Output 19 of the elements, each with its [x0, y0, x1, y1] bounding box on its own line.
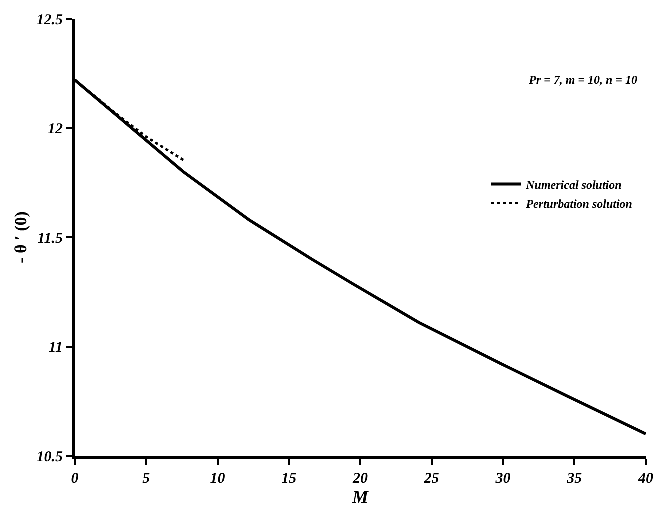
y-tick-label: 12 [48, 122, 64, 138]
legend-label: Numerical solution [525, 178, 622, 192]
y-tick-label: 11.5 [38, 230, 64, 247]
y-axis-title: - θ ′ (0) [11, 212, 30, 264]
x-tick-label: 40 [638, 471, 654, 487]
y-tick-label: 12.5 [36, 12, 64, 28]
y-tick-label: 10.5 [36, 449, 64, 466]
x-tick-label: 15 [282, 471, 298, 487]
x-tick-label: 5 [142, 471, 151, 487]
x-tick-label: 25 [423, 471, 440, 487]
x-tick-label: 20 [352, 471, 368, 487]
x-tick-label: 35 [566, 471, 583, 487]
x-tick-label: 10 [210, 471, 226, 487]
x-tick-label: 30 [494, 471, 512, 487]
y-tick-label: 11 [48, 340, 63, 356]
x-axis-title: M [351, 487, 370, 507]
x-tick-label: 0 [71, 471, 80, 487]
legend-label: Perturbation solution [526, 196, 633, 211]
annotation: Pr = 7, m = 10, n = 10 [529, 73, 638, 87]
